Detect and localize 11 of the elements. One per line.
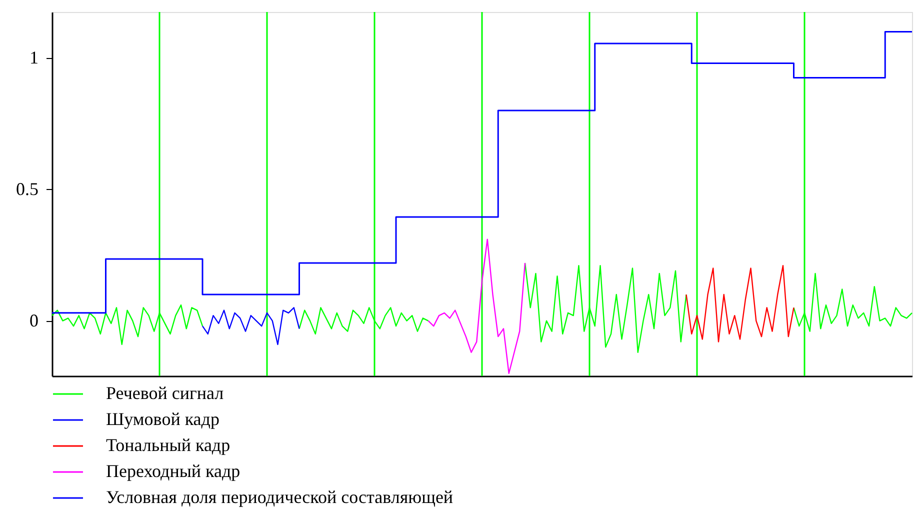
legend-label: Шумовой кадр (106, 409, 220, 429)
y-tick-label: 1 (30, 47, 38, 68)
legend-label: Условная доля периодической составляющей (106, 487, 454, 507)
line-series (202, 307, 300, 346)
y-tick-label: 0 (30, 310, 38, 330)
legend-label: Переходный кадр (106, 461, 240, 481)
line-series (428, 238, 526, 374)
legend-label: Речевой сигнал (106, 383, 224, 403)
legend-label: Тональный кадр (106, 435, 230, 455)
y-tick-label: 0.5 (16, 178, 38, 199)
line-series (686, 265, 794, 342)
